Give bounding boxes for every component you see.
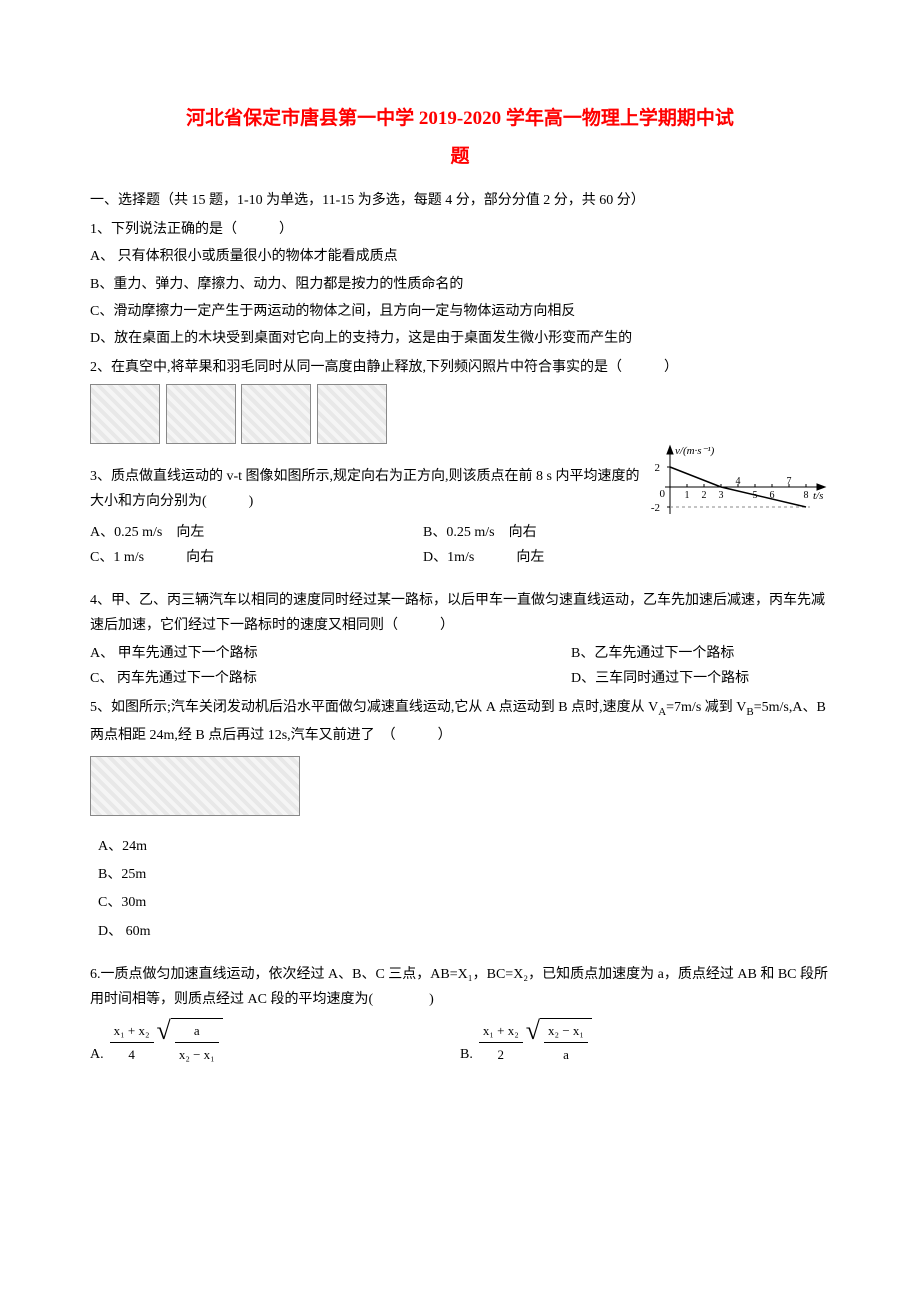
q6-opt-a-label: A.: [90, 1042, 104, 1067]
q2-option-image-d: [317, 384, 387, 444]
svg-text:2: 2: [655, 462, 661, 474]
q6-opt-a-sqrt-bot: x₂ − x₁: [175, 1043, 219, 1066]
q1-stem: 1、下列说法正确的是（ ）: [90, 217, 830, 242]
question-4: 4、甲、乙、丙三辆汽车以相同的速度同时经过某一路标，以后甲车一直做匀速直线运动，…: [90, 588, 830, 691]
q6-opt-a-frac: x₁ + x₂ 4: [110, 1019, 154, 1067]
q5-opt-b: B、25m: [90, 862, 830, 887]
svg-text:3: 3: [719, 490, 724, 501]
svg-text:0: 0: [660, 488, 666, 500]
q5-diagram: [90, 756, 300, 816]
q3-opt-b: B、0.25 m/s 向右: [423, 520, 645, 545]
q3-opt-d: D、1m/s 向左: [423, 545, 645, 570]
section-1-header: 一、选择题（共 15 题，1-10 为单选，11-15 为多选，每题 4 分，部…: [90, 188, 830, 213]
question-5: 5、如图所示;汽车关闭发动机后沿水平面做匀减速直线运动,它从 A 点运动到 B …: [90, 695, 830, 944]
svg-text:5: 5: [753, 490, 758, 501]
q5-opt-d: D、 60m: [90, 919, 830, 944]
q4-stem: 4、甲、乙、丙三辆汽车以相同的速度同时经过某一路标，以后甲车一直做匀速直线运动，…: [90, 588, 830, 638]
q6-opt-a-sqrt-top: a: [175, 1019, 219, 1043]
q3-options-row-1: A、0.25 m/s 向左 B、0.25 m/s 向右: [90, 520, 645, 545]
q1-opt-d: D、放在桌面上的木块受到桌面对它向上的支持力，这是由于桌面发生微小形变而产生的: [90, 326, 830, 351]
doc-title: 河北省保定市唐县第一中学 2019-2020 学年高一物理上学期期中试 题: [90, 100, 830, 176]
q4-opt-c: C、 丙车先通过下一个路标: [90, 666, 571, 691]
q3-opt-c: C、1 m/s 向右: [90, 545, 423, 570]
q3-options-row-2: C、1 m/s 向右 D、1m/s 向左: [90, 545, 645, 570]
q3-stem: 3、质点做直线运动的 v-t 图像如图所示,规定向右为正方向,则该质点在前 8 …: [90, 464, 645, 514]
question-6: 6.一质点做匀加速直线运动，依次经过 A、B、C 三点，AB=X₁，BC=X₂，…: [90, 962, 830, 1067]
svg-text:1: 1: [685, 490, 690, 501]
question-2: 2、在真空中,将苹果和羽毛同时从同一高度由静止释放,下列频闪照片中符合事实的是（…: [90, 355, 830, 453]
q1-opt-b: B、重力、弹力、摩擦力、动力、阻力都是按力的性质命名的: [90, 272, 830, 297]
q4-options: A、 甲车先通过下一个路标 B、乙车先通过下一个路标 C、 丙车先通过下一个路标…: [90, 641, 830, 691]
q6-opt-a-sqrt: √ a x₂ − x₁: [157, 1018, 223, 1067]
q4-opt-d: D、三车同时通过下一个路标: [571, 666, 830, 691]
svg-text:4: 4: [736, 476, 741, 487]
q5-sub-a: A: [658, 706, 666, 718]
q1-opt-c: C、滑动摩擦力一定产生于两运动的物体之间，且方向一定与物体运动方向相反: [90, 299, 830, 324]
svg-text:v/(m·s⁻¹): v/(m·s⁻¹): [675, 445, 715, 457]
q6-opt-a: A. x₁ + x₂ 4 √ a x₂ − x₁: [90, 1018, 460, 1067]
q3-vt-graph: 2 0 -2 1 2 3 4 5 6 7 8 t/s v/(m·s⁻¹): [645, 442, 830, 527]
q6-opt-b-frac-top: x₁ + x₂: [479, 1019, 523, 1043]
q6-opt-b-sqrt-bot: a: [544, 1043, 588, 1066]
q6-opt-b-label: B.: [460, 1042, 473, 1067]
title-line-1: 河北省保定市唐县第一中学 2019-2020 学年高一物理上学期期中试: [90, 100, 830, 138]
q3-opt-a: A、0.25 m/s 向左: [90, 520, 423, 545]
q5-stem-p1: 5、如图所示;汽车关闭发动机后沿水平面做匀减速直线运动,它从 A 点运动到 B …: [90, 700, 658, 715]
q2-option-image-b: [166, 384, 236, 444]
svg-text:7: 7: [787, 476, 792, 487]
title-line-2: 题: [90, 138, 830, 176]
q6-opt-a-frac-bot: 4: [110, 1043, 154, 1066]
q1-opt-a: A、 只有体积很小或质量很小的物体才能看成质点: [90, 244, 830, 269]
sqrt-icon: √: [157, 1018, 171, 1067]
q2-option-image-c: [241, 384, 311, 444]
q5-stem-p2: =7m/s 减到 V: [666, 700, 746, 715]
q6-opt-b-frac: x₁ + x₂ 2: [479, 1019, 523, 1067]
q6-opt-a-frac-top: x₁ + x₂: [110, 1019, 154, 1043]
q6-opt-b-frac-bot: 2: [479, 1043, 523, 1066]
q5-options: A、24m B、25m C、30m D、 60m: [90, 834, 830, 944]
svg-text:2: 2: [702, 490, 707, 501]
q6-opt-b-sqrt-top: x₂ − x₁: [544, 1019, 588, 1043]
svg-text:t/s: t/s: [813, 490, 823, 502]
q6-options: A. x₁ + x₂ 4 √ a x₂ − x₁ B. x₁ + x₂ 2: [90, 1018, 830, 1067]
question-1: 1、下列说法正确的是（ ） A、 只有体积很小或质量很小的物体才能看成质点 B、…: [90, 217, 830, 351]
q5-opt-a: A、24m: [90, 834, 830, 859]
svg-text:-2: -2: [651, 502, 660, 514]
q4-opt-b: B、乙车先通过下一个路标: [571, 641, 830, 666]
svg-text:6: 6: [770, 490, 775, 501]
question-3: 3、质点做直线运动的 v-t 图像如图所示,规定向右为正方向,则该质点在前 8 …: [90, 464, 830, 571]
q2-option-image-a: [90, 384, 160, 444]
q6-opt-b: B. x₁ + x₂ 2 √ x₂ − x₁ a: [460, 1018, 830, 1067]
sqrt-icon: √: [526, 1018, 540, 1067]
q5-sub-b: B: [746, 706, 753, 718]
q6-opt-b-sqrt: √ x₂ − x₁ a: [526, 1018, 592, 1067]
q4-opt-a: A、 甲车先通过下一个路标: [90, 641, 571, 666]
q5-stem: 5、如图所示;汽车关闭发动机后沿水平面做匀减速直线运动,它从 A 点运动到 B …: [90, 695, 830, 748]
q2-stem: 2、在真空中,将苹果和羽毛同时从同一高度由静止释放,下列频闪照片中符合事实的是（…: [90, 355, 830, 380]
svg-text:8: 8: [804, 490, 809, 501]
q6-stem: 6.一质点做匀加速直线运动，依次经过 A、B、C 三点，AB=X₁，BC=X₂，…: [90, 962, 830, 1012]
q5-opt-c: C、30m: [90, 890, 830, 915]
